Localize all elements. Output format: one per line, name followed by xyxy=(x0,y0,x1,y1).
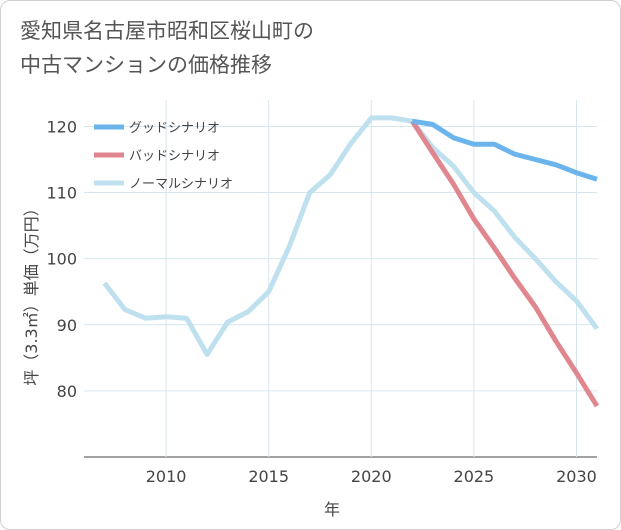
x-axis-label: 年 xyxy=(324,500,340,519)
series-lines xyxy=(102,115,600,408)
x-tick-label: 2030 xyxy=(556,467,597,486)
series-line-0 xyxy=(411,118,598,182)
y-axis-label: 坪（3.3㎡）単価（万円） xyxy=(22,200,41,385)
x-tick-label: 2010 xyxy=(146,467,187,486)
legend-label: バッドシナリオ xyxy=(129,149,220,164)
x-tick-label: 2025 xyxy=(454,467,495,486)
y-tick-label: 90 xyxy=(57,316,77,335)
grid-lines xyxy=(84,100,597,458)
x-tick-label: 2015 xyxy=(248,467,289,486)
y-tick-label: 80 xyxy=(57,382,77,401)
y-tick-label: 100 xyxy=(46,250,77,269)
series-line-2 xyxy=(102,115,600,357)
y-tick-label: 120 xyxy=(46,117,77,136)
tick-labels: 2010 2015 2020 2025 2030 80 90 100 110 120 xyxy=(46,117,596,486)
y-tick-label: 110 xyxy=(46,184,77,203)
legend-label: ノーマルシナリオ xyxy=(129,177,233,192)
series-line-1 xyxy=(410,119,600,408)
legend-label: グッドシナリオ xyxy=(129,121,220,136)
x-tick-label: 2020 xyxy=(351,467,392,486)
chart-title: 愛知県名古屋市昭和区桜山町の 中古マンションの価格推移 xyxy=(20,19,314,77)
